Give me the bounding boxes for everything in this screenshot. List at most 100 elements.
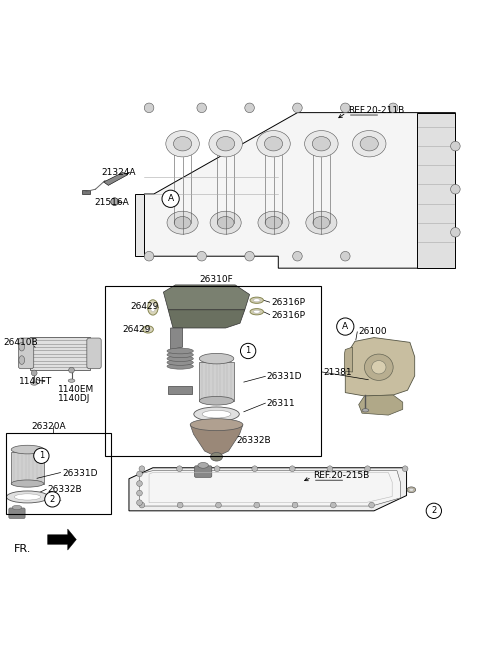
- FancyBboxPatch shape: [87, 338, 101, 369]
- Circle shape: [197, 251, 206, 261]
- Circle shape: [426, 503, 442, 518]
- Ellipse shape: [68, 379, 75, 382]
- Ellipse shape: [12, 505, 22, 510]
- Ellipse shape: [31, 382, 37, 385]
- Text: 26429: 26429: [123, 325, 151, 334]
- Ellipse shape: [11, 445, 44, 454]
- Circle shape: [139, 502, 145, 508]
- Circle shape: [289, 466, 295, 472]
- Bar: [105, 287, 322, 457]
- Text: 26332B: 26332B: [236, 436, 271, 445]
- Polygon shape: [168, 386, 192, 394]
- Polygon shape: [344, 347, 352, 372]
- Bar: [11, 453, 44, 483]
- Circle shape: [137, 481, 143, 486]
- Ellipse shape: [258, 211, 289, 234]
- Circle shape: [144, 251, 154, 261]
- Ellipse shape: [51, 500, 56, 502]
- Text: 26332B: 26332B: [48, 485, 82, 494]
- Circle shape: [451, 141, 460, 151]
- Ellipse shape: [409, 488, 414, 491]
- Ellipse shape: [264, 136, 283, 151]
- Text: 26331D: 26331D: [267, 373, 302, 381]
- Circle shape: [402, 466, 408, 472]
- Ellipse shape: [11, 480, 44, 487]
- Text: FR.: FR.: [14, 544, 32, 554]
- Circle shape: [245, 251, 254, 261]
- Ellipse shape: [210, 211, 241, 234]
- Circle shape: [252, 466, 258, 472]
- Polygon shape: [135, 194, 144, 256]
- Polygon shape: [359, 395, 403, 415]
- Text: 2: 2: [50, 495, 55, 504]
- Circle shape: [177, 502, 183, 508]
- Text: REF.20-215B: REF.20-215B: [313, 471, 369, 480]
- Text: 26429: 26429: [130, 302, 158, 311]
- Text: 26316P: 26316P: [271, 298, 305, 307]
- Circle shape: [144, 103, 154, 113]
- Bar: [30, 337, 90, 370]
- Circle shape: [162, 190, 179, 207]
- Circle shape: [293, 103, 302, 113]
- Text: A: A: [168, 194, 174, 203]
- Text: 26331D: 26331D: [62, 468, 97, 478]
- Circle shape: [292, 502, 298, 508]
- Ellipse shape: [253, 298, 260, 302]
- Ellipse shape: [199, 354, 234, 364]
- Circle shape: [137, 471, 143, 477]
- Circle shape: [245, 103, 254, 113]
- Ellipse shape: [360, 136, 378, 151]
- Circle shape: [254, 502, 260, 508]
- Ellipse shape: [253, 310, 260, 313]
- Ellipse shape: [167, 356, 193, 361]
- Circle shape: [111, 198, 119, 205]
- Ellipse shape: [352, 131, 386, 157]
- Circle shape: [340, 103, 350, 113]
- Circle shape: [177, 466, 182, 472]
- Polygon shape: [168, 310, 245, 328]
- Ellipse shape: [194, 407, 240, 421]
- Ellipse shape: [151, 303, 156, 312]
- Circle shape: [336, 318, 354, 335]
- Circle shape: [365, 466, 371, 472]
- Ellipse shape: [250, 308, 264, 315]
- Polygon shape: [144, 113, 456, 268]
- Text: 2: 2: [431, 506, 436, 516]
- Ellipse shape: [146, 328, 151, 331]
- Ellipse shape: [198, 462, 208, 468]
- Text: 26410B: 26410B: [3, 338, 38, 347]
- Polygon shape: [163, 285, 250, 310]
- Circle shape: [31, 370, 37, 376]
- Ellipse shape: [173, 136, 192, 151]
- Ellipse shape: [372, 361, 386, 374]
- Ellipse shape: [362, 409, 369, 412]
- Text: REF.20-211B: REF.20-211B: [348, 106, 404, 115]
- Circle shape: [369, 502, 374, 508]
- Text: 1: 1: [39, 451, 44, 461]
- Circle shape: [69, 367, 74, 373]
- Ellipse shape: [250, 297, 264, 303]
- Circle shape: [137, 500, 143, 506]
- Ellipse shape: [199, 396, 234, 405]
- Polygon shape: [129, 468, 407, 511]
- FancyBboxPatch shape: [9, 508, 25, 518]
- Polygon shape: [104, 173, 128, 186]
- Ellipse shape: [167, 348, 193, 354]
- Ellipse shape: [211, 453, 223, 461]
- Ellipse shape: [6, 491, 48, 503]
- Ellipse shape: [306, 211, 337, 234]
- Polygon shape: [345, 338, 415, 396]
- Circle shape: [451, 184, 460, 194]
- Ellipse shape: [167, 363, 193, 369]
- Ellipse shape: [217, 216, 234, 229]
- Circle shape: [34, 448, 49, 463]
- Polygon shape: [170, 328, 182, 350]
- Circle shape: [137, 490, 143, 496]
- Ellipse shape: [19, 356, 24, 364]
- Ellipse shape: [313, 216, 330, 229]
- Polygon shape: [190, 424, 243, 457]
- Ellipse shape: [148, 300, 158, 315]
- Ellipse shape: [48, 499, 58, 504]
- Circle shape: [293, 251, 302, 261]
- Ellipse shape: [166, 131, 199, 157]
